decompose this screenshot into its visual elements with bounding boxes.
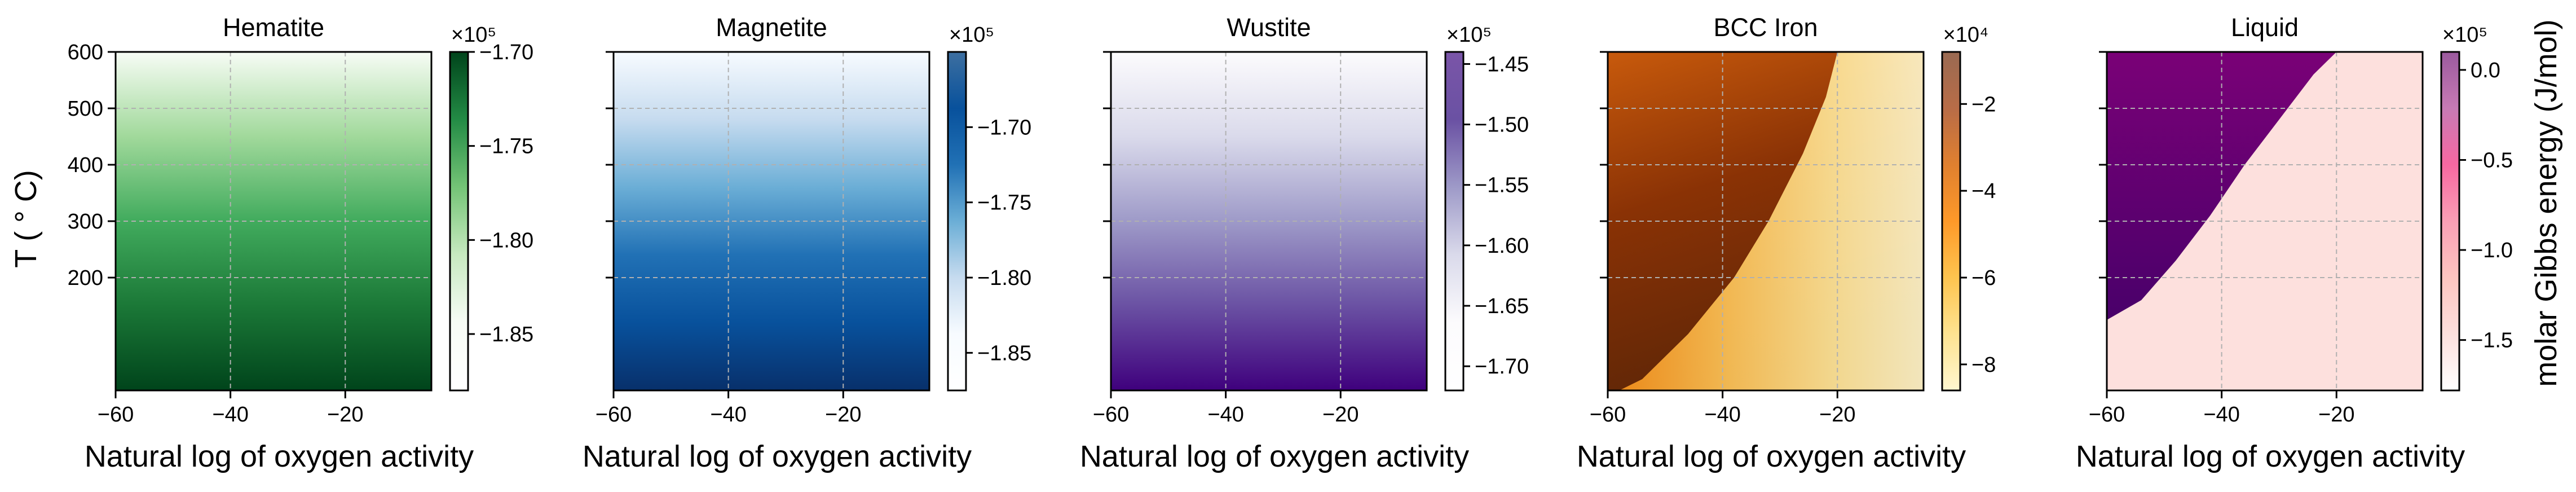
colorbar-tick-label: −6	[1971, 266, 1996, 290]
panel-title: BCC Iron	[1713, 13, 1818, 42]
colorbar-tick-label: −1.60	[1475, 234, 1529, 258]
colorbar-gradient	[948, 52, 966, 390]
colorbar-tick-label: −4	[1971, 179, 1996, 203]
y-axis-label: T ( ° C)	[9, 170, 43, 268]
colorbar-tick-label: −1.65	[1475, 295, 1529, 318]
colorbar-tick-label: −1.75	[977, 191, 1031, 215]
x-tick-label: −20	[2318, 403, 2354, 427]
colorbar-tick-label: −8	[1971, 353, 1996, 377]
y-tick-label: 600	[68, 41, 103, 64]
colorbar: 0.0 −0.5 −1.0 −1.5 ×10⁵	[2440, 23, 2513, 392]
y-tick-label: 200	[68, 266, 103, 290]
colorbar-tick-label: −1.75	[479, 135, 533, 159]
x-tick-label: −60	[596, 403, 632, 427]
colorbar-tick-label: −1.80	[977, 266, 1031, 290]
y-tick-label: 400	[68, 153, 103, 177]
colorbar-multiplier: ×10⁵	[949, 23, 994, 47]
colorbar-tick-label: 0.0	[2471, 59, 2500, 82]
x-tick-label: −40	[2203, 403, 2239, 427]
y-tick-label: 300	[68, 210, 103, 234]
x-axis-label: Natural log of oxygen activity	[2076, 440, 2465, 473]
x-axis-label: Natural log of oxygen activity	[583, 440, 972, 473]
x-axis-label: Natural log of oxygen activity	[85, 440, 474, 473]
x-tick-label: −60	[2089, 403, 2125, 427]
colorbar-frame	[1941, 51, 1961, 392]
colorbar-frame	[1444, 51, 1465, 392]
x-tick-label: −60	[98, 403, 134, 427]
colorbar-tick-label: −1.85	[977, 341, 1031, 365]
heatmap-bright-region	[1619, 52, 1924, 390]
colorbar-multiplier: ×10⁵	[451, 23, 496, 47]
liquid-stable-region	[2107, 52, 2337, 320]
colorbar-tick-label: −2	[1971, 93, 1996, 116]
colorbar: −1.70 −1.75 −1.80 −1.85 ×10⁵	[947, 23, 1031, 392]
colorbar: −1.45 −1.50 −1.55 −1.60 −1.65 −1.70 ×10⁵	[1444, 23, 1529, 392]
panel-title: Magnetite	[716, 13, 827, 42]
panel-liquid: −60 −40 −20 Liquid Natural log of oxygen act…	[2076, 13, 2513, 473]
colorbar: −2 −4 −6 −8 ×10⁴	[1941, 23, 1996, 392]
y-tick-label: 500	[68, 97, 103, 121]
x-tick-label: −60	[1093, 403, 1129, 427]
x-tick-label: −40	[212, 403, 248, 427]
colorbar-frame	[947, 51, 967, 392]
colorbar-tick-label: −1.80	[479, 229, 533, 252]
panel-wustite: −60 −40 −20 Wustite Natural log of oxygen ac…	[1080, 13, 1529, 473]
x-tick-label: −40	[710, 403, 746, 427]
colorbar-tick-label: −1.70	[1475, 355, 1529, 379]
x-tick-label: −20	[1322, 403, 1358, 427]
colorbar-label: molar Gibbs energy (J/mol)	[2529, 19, 2563, 386]
x-tick-label: −20	[327, 403, 363, 427]
colorbar-tick-label: −0.5	[2471, 148, 2513, 172]
x-tick-label: −60	[1590, 403, 1626, 427]
colorbar-gradient	[1445, 52, 1463, 390]
colorbar-tick-label: −1.5	[2471, 329, 2513, 353]
colorbar: −1.70 −1.75 −1.80 −1.85 ×10⁵	[449, 23, 533, 392]
colorbar-tick-label: −1.0	[2471, 239, 2513, 262]
x-axis-label: Natural log of oxygen activity	[1080, 440, 1469, 473]
panel-title: Hematite	[223, 13, 324, 42]
x-tick-label: −40	[1704, 403, 1740, 427]
colorbar-frame	[2440, 51, 2460, 392]
x-tick-label: −20	[1819, 403, 1855, 427]
colorbar-tick-label: −1.45	[1475, 52, 1529, 76]
colorbar-tick-label: −1.70	[479, 41, 533, 64]
colorbar-tick-label: −1.85	[479, 323, 533, 346]
colorbar-multiplier: ×10⁵	[1446, 23, 1492, 47]
colorbar-frame	[449, 51, 469, 392]
x-tick-label: −40	[1207, 403, 1243, 427]
panel-title: Liquid	[2231, 13, 2299, 42]
panel-magnetite: −60 −40 −20 Magnetite Natural log of oxygen …	[583, 13, 1031, 473]
x-tick-label: −20	[825, 403, 861, 427]
panel-hematite: −60 −40 −20 200 300 400 500 600 Hematite Natural …	[68, 13, 534, 473]
colorbar-multiplier: ×10⁴	[1943, 23, 1989, 47]
panel-title: Wustite	[1227, 13, 1311, 42]
x-axis-label: Natural log of oxygen activity	[1577, 440, 1966, 473]
colorbar-gradient	[2441, 52, 2459, 390]
colorbar-tick-label: −1.70	[977, 116, 1031, 139]
colorbar-tick-label: −1.55	[1475, 174, 1529, 197]
colorbar-gradient	[450, 52, 468, 390]
colorbar-tick-label: −1.50	[1475, 113, 1529, 137]
colorbar-gradient	[1942, 52, 1960, 390]
panel-bcc-iron: −60 −40 −20 BCC Iron Natural log of oxygen a…	[1577, 13, 1996, 473]
colorbar-multiplier: ×10⁵	[2442, 23, 2487, 47]
